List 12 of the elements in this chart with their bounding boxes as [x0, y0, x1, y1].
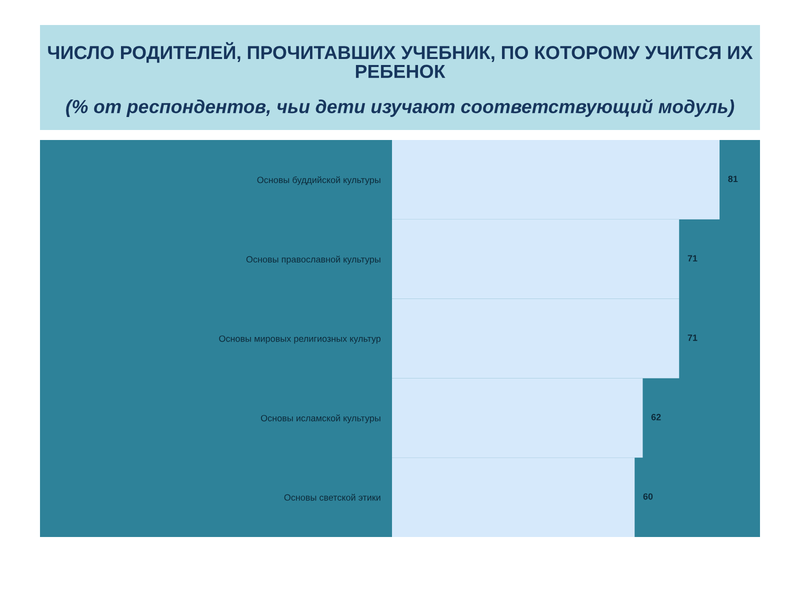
chart-subtitle: (% от респондентов, чьи дети изучают соответствующий модуль)	[66, 99, 734, 117]
data-label: 71	[688, 255, 698, 262]
data-label: 62	[651, 414, 661, 420]
y-tick-label: Основы светской этики	[284, 494, 380, 501]
data-label: 60	[643, 493, 653, 500]
y-tick-label: Основы мировых религиозных культур	[219, 335, 381, 344]
y-tick-label: Основы исламской культуры	[261, 414, 380, 424]
y-tick-label: Основы буддийской культуры	[257, 176, 380, 185]
y-tick-label: Основы православной культуры	[246, 256, 380, 264]
chart-title: ЧИСЛО РОДИТЕЛЕЙ, ПРОЧИТАВШИХ УЧЕБНИК, ПО КОТОРОМУ УЧИТСЯ ИХ РЕБЕНОК	[48, 42, 753, 78]
data-label: 81	[728, 176, 738, 182]
data-label: 71	[688, 334, 698, 341]
